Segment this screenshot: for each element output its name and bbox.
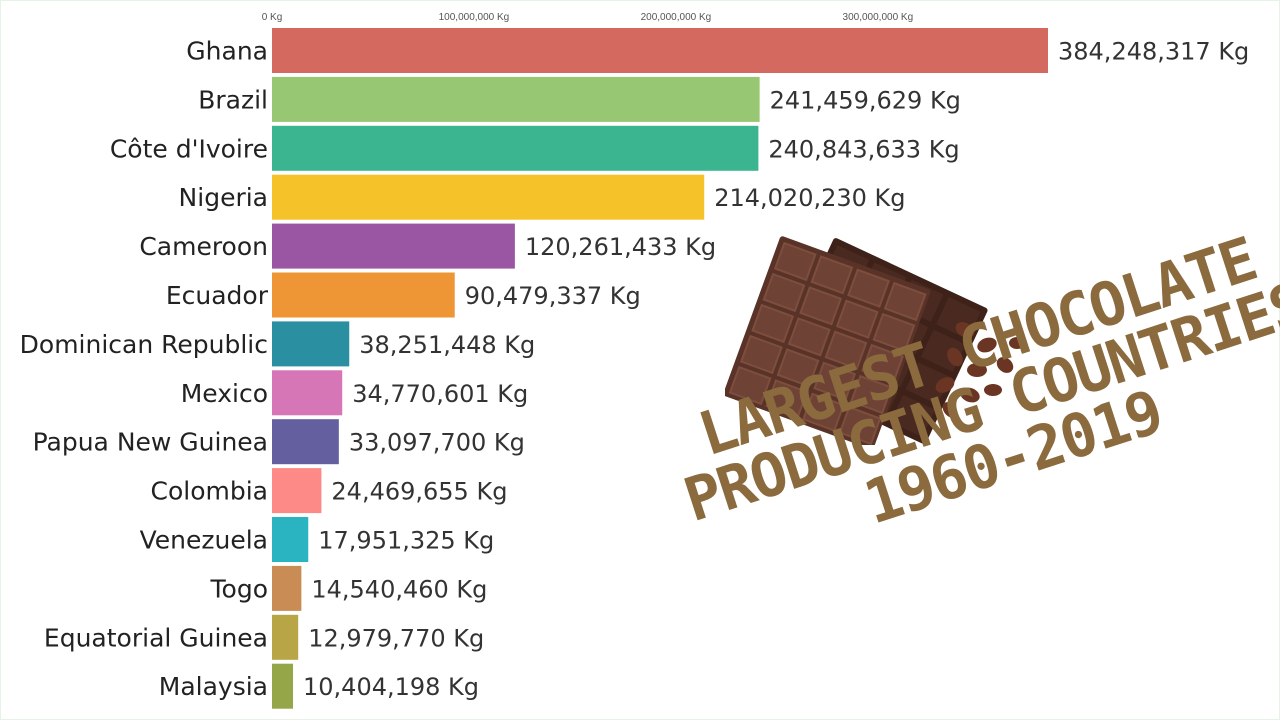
category-label: Dominican Republic: [20, 330, 268, 359]
category-label: Ghana: [186, 37, 268, 66]
category-label: Venezuela: [140, 526, 268, 555]
chocolate-square: [762, 272, 806, 313]
value-label: 384,248,317 Kg: [1058, 38, 1249, 66]
bar: [272, 174, 705, 220]
value-label: 38,251,448 Kg: [359, 331, 535, 359]
category-label: Equatorial Guinea: [44, 623, 268, 652]
bar: [272, 468, 322, 514]
chocolate-square: [728, 365, 772, 406]
bar: [272, 517, 309, 562]
category-label: Brazil: [198, 85, 268, 114]
chocolate-square: [861, 343, 905, 384]
chocolate-square: [776, 348, 820, 388]
bar: [272, 565, 302, 611]
category-label: Papua New Guinea: [33, 428, 268, 457]
chocolate-square: [765, 379, 809, 419]
bar-row: Colombia 24,469,655 Kg: [151, 468, 507, 514]
x-tick-label: 0 Kg: [262, 12, 283, 23]
value-label: 90,479,337 Kg: [465, 282, 641, 310]
chocolate-square: [801, 392, 845, 432]
x-tick-label: 200,000,000 Kg: [641, 12, 712, 23]
value-label: 33,097,700 Kg: [349, 429, 525, 457]
chocolate-square: [905, 362, 951, 405]
category-label: Côte d'Ivoire: [110, 134, 268, 163]
bar: [272, 76, 760, 122]
bar: [272, 125, 759, 171]
chocolate-square: [824, 330, 868, 370]
chocolate-square: [739, 334, 783, 375]
value-label: 34,770,601 Kg: [352, 380, 528, 408]
category-label: Togo: [210, 574, 268, 603]
bar: [272, 419, 339, 465]
chocolate-square: [849, 374, 893, 415]
bar-row: Brazil 241,459,629 Kg: [198, 76, 961, 122]
bar-row: Togo 14,540,460 Kg: [210, 565, 487, 611]
chocolate-square: [813, 361, 857, 401]
chocolate-square: [883, 281, 927, 322]
chocolate-square: [773, 241, 817, 282]
chocolate-square: [890, 394, 935, 437]
bar: [272, 370, 343, 416]
bar-row: Papua New Guinea 33,097,700 Kg: [33, 419, 525, 465]
chocolate-square: [838, 405, 882, 445]
bar: [272, 223, 515, 269]
bar-row: Mexico 34,770,601 Kg: [181, 370, 528, 416]
category-label: Cameroon: [139, 232, 268, 261]
value-label: 14,540,460 Kg: [311, 575, 487, 603]
category-label: Ecuador: [166, 281, 269, 310]
bar-row: Equatorial Guinea 12,979,770 Kg: [44, 614, 484, 660]
value-label: 17,951,325 Kg: [318, 527, 494, 555]
category-label: Mexico: [181, 379, 268, 408]
bar-row: Ghana 384,248,317 Kg: [186, 28, 1249, 73]
value-label: 10,404,198 Kg: [303, 673, 479, 701]
bar: [272, 28, 1048, 73]
chocolate-square: [872, 312, 916, 353]
chocolate-square: [787, 317, 831, 357]
chocolate-square: [847, 268, 890, 308]
bar: [272, 321, 350, 367]
bar-row: Nigeria 214,020,230 Kg: [179, 174, 906, 220]
category-label: Nigeria: [179, 183, 268, 212]
bar-row: Cameroon 120,261,433 Kg: [139, 223, 716, 269]
bar-row: Côte d'Ivoire 240,843,633 Kg: [110, 125, 960, 171]
bar: [272, 614, 299, 660]
value-label: 214,020,230 Kg: [714, 184, 905, 212]
value-label: 241,459,629 Kg: [770, 86, 961, 114]
category-label: Malaysia: [159, 672, 268, 701]
chocolate-square: [799, 286, 843, 326]
value-label: 12,979,770 Kg: [308, 624, 484, 652]
bar-row: Dominican Republic 38,251,448 Kg: [20, 321, 535, 367]
value-label: 24,469,655 Kg: [331, 478, 507, 506]
chocolate-square: [810, 255, 854, 295]
chocolate-square: [835, 299, 879, 339]
value-label: 120,261,433 Kg: [525, 233, 716, 261]
x-tick-label: 100,000,000 Kg: [439, 12, 510, 23]
bar: [272, 663, 294, 709]
chocolate-square: [751, 303, 795, 344]
category-label: Colombia: [151, 477, 268, 506]
value-label: 240,843,633 Kg: [768, 135, 959, 163]
chocolate-image: [725, 236, 1025, 445]
bar: [272, 272, 455, 318]
bar-row: Malaysia 10,404,198 Kg: [159, 663, 479, 709]
bar-row: Ecuador 90,479,337 Kg: [166, 272, 641, 318]
bar-row: Venezuela 17,951,325 Kg: [140, 517, 494, 562]
x-tick-label: 300,000,000 Kg: [843, 12, 914, 23]
